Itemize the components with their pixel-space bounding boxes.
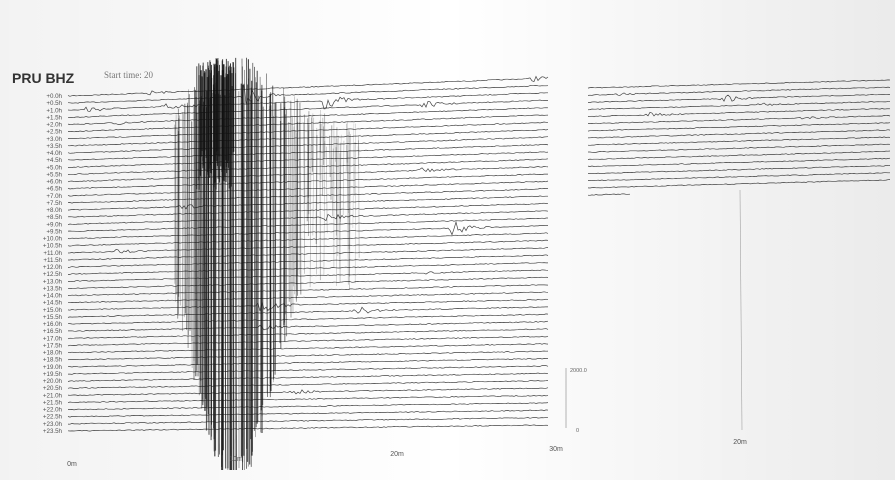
row-label: +6.0h: [46, 179, 62, 186]
row-label: +20.0h: [43, 378, 63, 385]
row-label: +5.5h: [46, 171, 62, 178]
burst-line: [315, 135, 318, 245]
row-label: +16.5h: [43, 328, 63, 335]
row-label: +5.0h: [46, 164, 62, 171]
row-label: +14.5h: [43, 300, 63, 307]
row-label: +2.5h: [46, 129, 62, 136]
row-label: +12.0h: [43, 264, 63, 271]
row-label: +8.0h: [46, 207, 62, 214]
row-label: +23.5h: [43, 428, 63, 435]
row-label: +17.5h: [43, 343, 63, 350]
row-label: +8.5h: [46, 214, 62, 221]
burst-line: [229, 63, 231, 471]
row-label: +0.5h: [46, 100, 62, 107]
row-label: +3.5h: [46, 143, 62, 150]
row-label: +14.0h: [43, 293, 63, 300]
burst-line: [328, 135, 331, 178]
row-label: +2.0h: [46, 122, 62, 129]
row-label: +21.5h: [43, 400, 63, 407]
row-label: +4.5h: [46, 157, 62, 164]
start-time-label: Start time: 20: [104, 70, 153, 80]
row-label: +1.5h: [46, 114, 62, 121]
row-label: +11.5h: [43, 257, 62, 264]
row-label: +21.0h: [43, 392, 63, 399]
row-label: +22.0h: [43, 407, 63, 414]
row-label: +18.5h: [43, 357, 63, 364]
row-label: +6.5h: [46, 186, 62, 193]
row-label: +17.0h: [43, 335, 63, 342]
row-label: +20.5h: [43, 385, 63, 392]
burst-line: [330, 125, 333, 200]
row-label: +11.0h: [43, 250, 62, 257]
row-label: +1.0h: [46, 107, 62, 114]
row-label: +15.0h: [43, 307, 63, 314]
row-label: +13.5h: [43, 285, 63, 292]
row-label: +10.0h: [43, 236, 63, 243]
burst-line: [307, 111, 310, 198]
row-label: +10.5h: [43, 243, 63, 250]
row-label: +4.0h: [46, 150, 62, 157]
burst-line: [279, 120, 282, 344]
burst-line: [194, 89, 197, 377]
x-tick-label: 10m: [229, 456, 243, 463]
row-label: +18.0h: [43, 350, 63, 357]
row-label: +23.0h: [43, 421, 63, 428]
row-label: +19.5h: [43, 371, 63, 378]
row-label: +15.5h: [43, 314, 63, 321]
station-title: PRU BHZ: [12, 70, 75, 86]
x-tick-label: 20m: [390, 451, 404, 458]
scale-bar-max-label: 2000.0: [570, 368, 587, 374]
burst-line: [184, 103, 187, 314]
row-label: +7.0h: [46, 193, 62, 200]
burst-line: [269, 92, 272, 393]
row-label: +7.5h: [46, 200, 62, 207]
burst-line: [247, 59, 249, 462]
scale-bar-min-label: 0: [576, 428, 579, 434]
row-label: +16.0h: [43, 321, 63, 328]
row-label: +22.5h: [43, 414, 63, 421]
burst-line: [193, 87, 196, 381]
row-label: +12.5h: [43, 271, 63, 278]
x-tick-label: 30m: [549, 446, 563, 453]
row-label: +9.0h: [46, 221, 62, 228]
row-label: +9.5h: [46, 228, 62, 235]
x-tick-label: 0m: [67, 461, 77, 468]
row-label-axis: +0.0h+0.5h+1.0h+1.5h+2.0h+2.5h+3.0h+3.5h…: [43, 93, 63, 435]
row-label: +0.0h: [46, 93, 62, 100]
row-label: +19.0h: [43, 364, 63, 371]
row-label: +3.0h: [46, 136, 62, 143]
row-label: +13.0h: [43, 278, 63, 285]
inset-x-tick-label: 20m: [733, 439, 747, 446]
